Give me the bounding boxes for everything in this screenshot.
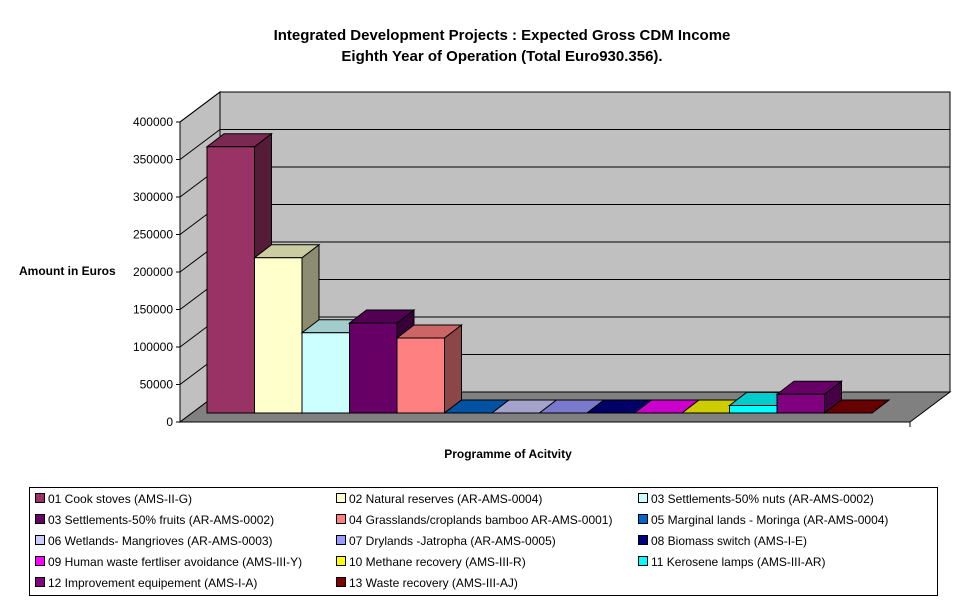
legend-item: 05 Marginal lands - Moringa (AR-AMS-0004… — [638, 513, 888, 527]
side-gridline — [179, 91, 221, 123]
legend-swatch — [336, 514, 346, 524]
y-tick-label: 200000 — [133, 265, 173, 279]
legend-item: 11 Kerosene lamps (AMS-III-AR) — [638, 555, 826, 569]
legend-swatch — [336, 556, 346, 566]
chart-title: Integrated Development Projects : Expect… — [274, 27, 731, 44]
legend-label: 07 Drylands -Jatropha (AR-AMS-0005) — [349, 534, 556, 548]
legend-item: 06 Wetlands- Mangrioves (AR-AMS-0003) — [35, 534, 273, 548]
y-tick-label: 300000 — [133, 190, 173, 204]
legend: 01 Cook stoves (AMS-II-G) 02 Natural rese… — [29, 487, 938, 596]
legend-swatch — [638, 535, 648, 545]
legend-swatch — [35, 577, 45, 587]
legend-swatch — [35, 556, 45, 566]
bar — [396, 337, 445, 414]
legend-item: 03 Settlements-50% fruits (AR-AMS-0002) — [35, 513, 274, 527]
legend-swatch — [35, 514, 45, 524]
legend-item: 13 Waste recovery (AMS-III-AJ) — [336, 576, 518, 590]
legend-item: 02 Natural reserves (AR-AMS-0004) — [336, 492, 542, 506]
y-tick-label: 50000 — [140, 378, 174, 392]
x-axis-title: Programme of Acitvity — [444, 447, 572, 461]
bar — [206, 146, 255, 414]
legend-label: 13 Waste recovery (AMS-III-AJ) — [349, 576, 518, 590]
y-tick-label: 250000 — [133, 228, 173, 242]
legend-label: 12 Improvement equipement (AMS-I-A) — [48, 576, 258, 590]
legend-label: 01 Cook stoves (AMS-II-G) — [48, 492, 193, 506]
legend-swatch — [638, 556, 648, 566]
legend-label: 03 Settlements-50% fruits (AR-AMS-0002) — [48, 513, 275, 527]
legend-item: 08 Biomass switch (AMS-I-E) — [638, 534, 807, 548]
legend-label: 09 Human waste fertliser avoidance (AMS-… — [48, 555, 303, 569]
legend-item: 04 Grasslands/croplands bamboo AR-AMS-00… — [336, 513, 612, 527]
y-tick-label: 350000 — [133, 153, 173, 167]
chart-subtitle: Eighth Year of Operation (Total Euro930.… — [341, 48, 662, 65]
y-tick-label: 100000 — [133, 340, 173, 354]
legend-swatch — [336, 535, 346, 545]
legend-label: 03 Settlements-50% nuts (AR-AMS-0002) — [651, 492, 874, 506]
legend-item: 07 Drylands -Jatropha (AR-AMS-0005) — [336, 534, 556, 548]
legend-swatch — [35, 535, 45, 545]
legend-label: 10 Methane recovery (AMS-III-R) — [349, 555, 526, 569]
legend-label: 08 Biomass switch (AMS-I-E) — [651, 534, 808, 548]
legend-swatch — [336, 493, 346, 503]
legend-label: 06 Wetlands- Mangrioves (AR-AMS-0003) — [48, 534, 273, 548]
legend-label: 11 Kerosene lamps (AMS-III-AR) — [651, 555, 826, 569]
bar — [254, 257, 303, 414]
plot-area: 0 50000 100000 150000 200000 250000 300000 3500… — [133, 91, 952, 429]
legend-label: 04 Grasslands/croplands bamboo AR-AMS-00… — [349, 513, 613, 527]
bar — [349, 322, 398, 414]
legend-label: 02 Natural reserves (AR-AMS-0004) — [349, 492, 543, 506]
y-tick-label: 0 — [166, 415, 173, 429]
y-tick-label: 150000 — [133, 303, 173, 317]
y-axis-title: Amount in Euros — [19, 264, 116, 278]
bar-top — [823, 399, 891, 414]
bar — [729, 405, 778, 414]
legend-item: 03 Settlements-50% nuts (AR-AMS-0002) — [638, 492, 874, 506]
legend-swatch — [336, 577, 346, 587]
legend-label: 05 Marginal lands - Moringa (AR-AMS-0004… — [651, 513, 889, 527]
legend-swatch — [638, 493, 648, 503]
legend-item: 09 Human waste fertliser avoidance (AMS-… — [35, 555, 302, 569]
bar-side — [444, 323, 462, 415]
bar — [776, 393, 825, 414]
legend-item: 12 Improvement equipement (AMS-I-A) — [35, 576, 257, 590]
legend-item: 10 Methane recovery (AMS-III-R) — [336, 555, 526, 569]
legend-item: 01 Cook stoves (AMS-II-G) — [35, 492, 192, 506]
y-tick-label: 400000 — [133, 115, 173, 129]
legend-swatch — [35, 493, 45, 503]
legend-swatch — [638, 514, 648, 524]
bar — [301, 332, 350, 414]
side-gridline — [179, 129, 221, 160]
